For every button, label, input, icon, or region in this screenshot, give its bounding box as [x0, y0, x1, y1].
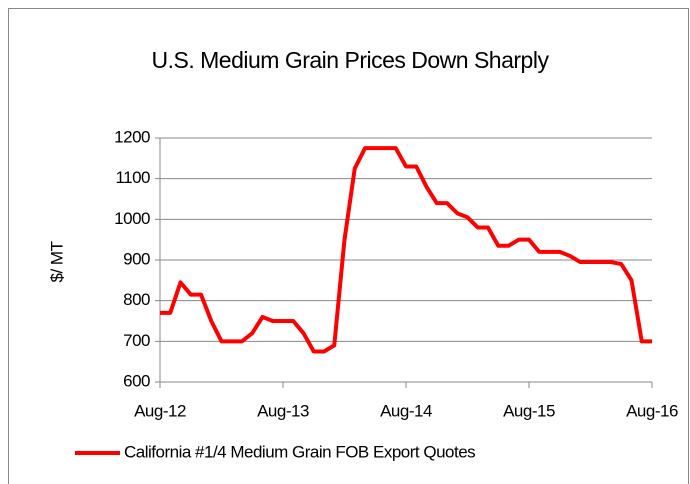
chart-border: [8, 8, 689, 484]
y-tick-label: 1000: [114, 209, 150, 228]
y-tick-label: 900: [123, 249, 150, 268]
legend-label: California #1/4 Medium Grain FOB Export …: [124, 442, 475, 461]
x-tick-label: Aug-14: [380, 401, 432, 420]
x-tick-label: Aug-13: [257, 401, 309, 420]
y-tick-label: 1100: [115, 168, 150, 187]
y-tick-label: 1200: [114, 127, 150, 146]
data-line: [160, 146, 652, 354]
x-tick-label: Aug-12: [134, 401, 186, 420]
chart-title: U.S. Medium Grain Prices Down Sharply: [152, 47, 550, 73]
y-tick-label: 700: [123, 331, 150, 350]
x-tick-label: Aug-15: [503, 401, 555, 420]
y-tick-label: 800: [123, 290, 150, 309]
x-tick-label: Aug-16: [626, 401, 678, 420]
y-tick-label: 600: [123, 371, 150, 390]
y-axis-label: $/ MT: [47, 241, 66, 282]
